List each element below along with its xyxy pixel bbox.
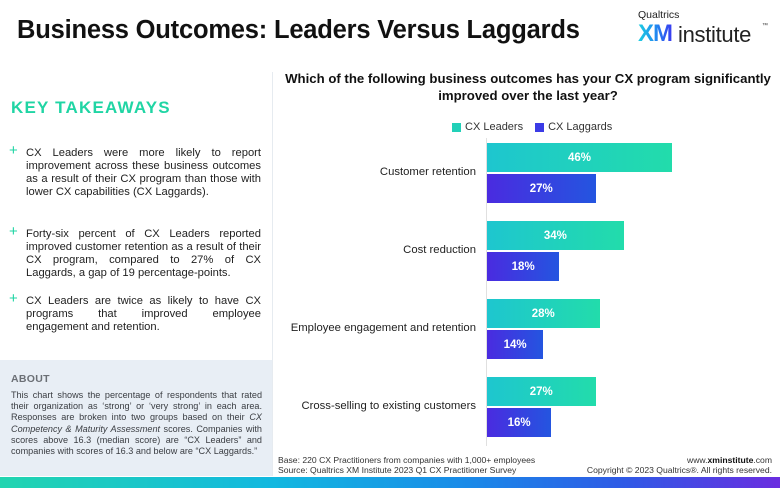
xm-institute-logo: Qualtrics XM institute ™ xyxy=(624,9,774,49)
logo-brand: Qualtrics xyxy=(638,9,680,21)
chart-legend: CX Leaders CX Laggards xyxy=(452,121,624,133)
plus-icon: + xyxy=(9,142,18,159)
base-note: Base: 220 CX Practitioners from companie… xyxy=(278,455,535,475)
key-takeaways-panel: KEY TAKEAWAYS + CX Leaders were more lik… xyxy=(0,72,273,476)
about-text-part-1: This chart shows the percentage of respo… xyxy=(11,390,262,423)
logo-xm: XM xyxy=(638,20,673,47)
key-takeaways-heading: KEY TAKEAWAYS xyxy=(11,98,171,117)
takeaway-item: + Forty-six percent of CX Leaders report… xyxy=(9,223,261,280)
category-label: Employee engagement and retention xyxy=(290,322,476,334)
takeaway-text: CX Leaders are twice as likely to have C… xyxy=(26,295,261,333)
bar-leaders: 27% xyxy=(487,377,596,406)
bottom-gradient-bar xyxy=(0,477,780,488)
data-label: 18% xyxy=(511,260,535,273)
bar-laggards: 14% xyxy=(487,330,544,359)
data-label: 34% xyxy=(543,229,567,242)
bar-laggards: 16% xyxy=(487,408,552,437)
data-label: 14% xyxy=(503,338,527,351)
bar-leaders: 28% xyxy=(487,299,600,328)
bar-leaders: 46% xyxy=(487,143,672,172)
legend-swatch-laggards xyxy=(535,122,545,132)
website-link[interactable]: www.xminstitute.com xyxy=(587,455,772,465)
legend-item-leaders: CX Leaders xyxy=(452,121,523,133)
url-bold: xminstitute xyxy=(707,455,754,465)
url-suffix: .com xyxy=(753,455,772,465)
bar-laggards: 27% xyxy=(487,174,596,203)
logo-institute: institute xyxy=(678,22,752,47)
category-label: Cost reduction xyxy=(403,244,476,256)
about-text-italic: CX Competency & Maturity Assessment xyxy=(11,412,262,434)
legend-label-leaders: CX Leaders xyxy=(465,121,524,133)
url-prefix: www. xyxy=(686,455,708,465)
category-label: Customer retention xyxy=(379,166,476,178)
legend-item-laggards: CX Laggards xyxy=(535,121,612,133)
copyright-text: Copyright © 2023 Qualtrics®. All rights … xyxy=(586,465,772,475)
about-heading: ABOUT xyxy=(11,373,50,385)
bar-leaders: 34% xyxy=(487,221,624,250)
plus-icon: + xyxy=(9,223,18,240)
page-title: Business Outcomes: Leaders Versus Laggar… xyxy=(17,16,580,44)
source-text: Source: Qualtrics XM Institute 2023 Q1 C… xyxy=(278,465,517,475)
logo-trademark: ™ xyxy=(762,23,768,29)
takeaway-text: Forty-six percent of CX Leaders reported… xyxy=(26,228,261,279)
takeaway-item: + CX Leaders are twice as likely to have… xyxy=(9,290,261,334)
base-text: Base: 220 CX Practitioners from companie… xyxy=(278,455,536,465)
category-label: Cross-selling to existing customers xyxy=(301,400,476,412)
data-label: 46% xyxy=(567,151,591,164)
data-label: 28% xyxy=(531,307,555,320)
bar-laggards: 18% xyxy=(487,252,560,281)
about-text: This chart shows the percentage of respo… xyxy=(11,390,262,457)
takeaway-item: + CX Leaders were more likely to report … xyxy=(9,142,261,199)
chart-axis-line xyxy=(486,138,487,446)
chart-title: Which of the following business outcomes… xyxy=(285,71,771,103)
about-text-part-2: scores. Companies with scores above 16.3… xyxy=(11,423,262,457)
legend-swatch-leaders xyxy=(452,122,461,132)
about-panel: ABOUT This chart shows the percentage of… xyxy=(0,360,272,476)
legend-label-laggards: CX Laggards xyxy=(548,121,613,133)
data-label: 27% xyxy=(529,385,553,398)
plus-icon: + xyxy=(9,290,18,307)
data-label: 27% xyxy=(529,182,553,195)
data-label: 16% xyxy=(507,416,531,429)
copyright-note: www.xminstitute.com Copyright © 2023 Qua… xyxy=(587,455,772,475)
takeaway-text: CX Leaders were more likely to report im… xyxy=(26,147,261,198)
